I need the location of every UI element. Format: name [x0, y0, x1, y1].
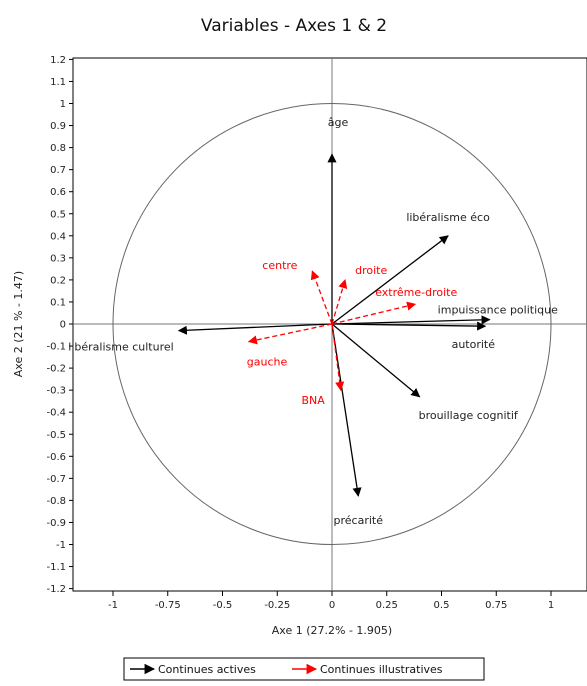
vector-arrow	[331, 323, 421, 398]
x-tick-label: 0	[329, 600, 335, 611]
y-tick-label: 0.4	[50, 231, 66, 242]
unit-circle-layer	[112, 103, 552, 545]
vector-label: centre	[262, 259, 297, 272]
legend-label: Continues illustratives	[320, 663, 443, 676]
x-tick-label: 1	[548, 600, 554, 611]
y-tick-label: -0.5	[46, 430, 66, 441]
y-tick-label: 0.8	[50, 143, 66, 154]
vector-arrow	[331, 321, 487, 331]
vector-arrow	[331, 323, 345, 392]
y-tick-label: -1.2	[46, 584, 66, 595]
x-tick-label: 0.5	[434, 600, 450, 611]
y-tick-label: 0	[60, 320, 66, 331]
x-tick-label: -0.25	[264, 600, 290, 611]
legend-label: Continues actives	[158, 663, 256, 676]
x-axis-label: Axe 1 (27.2% - 1.905)	[272, 624, 392, 637]
y-tick-label: -0.9	[46, 518, 66, 529]
y-tick-label: 1	[60, 99, 66, 110]
y-tick-label: 0.9	[50, 121, 66, 132]
x-tick-label: 0.25	[376, 600, 398, 611]
x-tick-label: -1	[108, 600, 118, 611]
vector-arrow	[331, 315, 491, 325]
x-tick-label: -0.75	[155, 600, 181, 611]
y-axis-label: Axe 2 (21 % - 1.47)	[12, 271, 25, 377]
y-tick-label: -0.8	[46, 496, 66, 507]
vector-label: extrême-droite	[375, 286, 457, 299]
y-tick-label: 0.6	[50, 187, 66, 198]
legend: Continues actives Continues illustratives	[123, 657, 485, 681]
vector-label: autorité	[452, 338, 496, 351]
correlation-circle	[112, 103, 552, 545]
y-tick-label: -0.3	[46, 386, 66, 397]
y-tick-label: 0.5	[50, 209, 66, 220]
y-tick-label: -1.1	[46, 562, 66, 573]
y-tick-label: 0.7	[50, 165, 66, 176]
vector-label: impuissance politique	[438, 304, 558, 317]
axis-layer: 1.2 1.1 1 0.9 0.8 0.7 0.6 0.5 0.4 0.3 0.2 0.1 0 -0.1 -…	[46, 55, 587, 611]
vector-arrow	[331, 235, 449, 325]
y-tick-label: 0.1	[50, 297, 66, 308]
vector-arrow	[310, 270, 333, 325]
y-tick-label: -1	[56, 540, 66, 551]
chart-title: Variables - Axes 1 & 2	[201, 16, 387, 36]
vector-label: BNA	[301, 394, 325, 407]
y-tick-label: 1.2	[50, 55, 66, 66]
vector-arrow	[331, 301, 417, 325]
vector-label: âge	[328, 116, 349, 129]
x-tick-label: 0.75	[485, 600, 507, 611]
y-tick-label: 1.1	[50, 77, 66, 88]
y-tick-label: -0.6	[46, 452, 66, 463]
y-tick-label: -0.7	[46, 474, 66, 485]
y-tick-label: -0.1	[46, 342, 66, 353]
y-tick-label: 0.2	[50, 275, 66, 286]
vector-label: libéralisme éco	[406, 211, 490, 224]
vector-arrow	[177, 323, 333, 335]
vector-arrow	[247, 323, 333, 345]
vector-layer: âge libéralisme éco impuissance politique a…	[68, 116, 558, 527]
y-tick-label: -0.4	[46, 408, 66, 419]
y-tick-label: 0.3	[50, 253, 66, 264]
y-tick-label: -0.2	[46, 364, 66, 375]
vector-label: brouillage cognitif	[419, 409, 519, 422]
vector-label: gauche	[247, 356, 288, 369]
vector-label: libéralisme culturel	[68, 341, 173, 354]
vector-label: droite	[355, 264, 387, 277]
x-tick-label: -0.5	[213, 600, 233, 611]
vector-arrow	[331, 279, 348, 325]
vector-label: précarité	[334, 514, 384, 527]
